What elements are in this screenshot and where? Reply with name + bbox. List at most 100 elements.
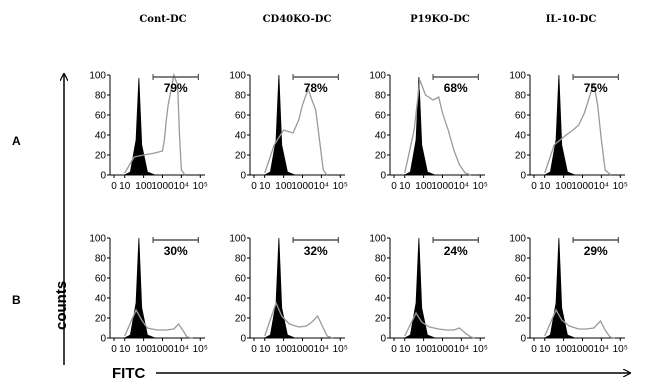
column-title: P19KO-DC [410,14,470,25]
x-tick-label: 10⁴ [594,344,609,355]
y-tick-label: 40 [375,131,387,142]
x-tick-label: 10 [399,181,411,192]
y-tick-label: 100 [509,71,526,82]
y-tick-label: 20 [235,314,247,325]
y-tick-label: 40 [515,131,527,142]
y-tick-label: 0 [520,334,526,345]
x-tick-label: 10⁵ [473,181,488,192]
x-tick-label: 10 [539,181,551,192]
control-histogram [404,237,436,339]
control-histogram [124,237,156,339]
x-tick-label: 1000 [151,181,174,192]
y-tick-label: 40 [95,131,107,142]
x-tick-label: 100 [415,344,432,355]
x-tick-label: 10⁴ [594,181,609,192]
sample-histogram [124,308,193,339]
sample-histogram [264,301,333,339]
gate-percent-label: 75% [584,81,608,95]
y-tick-label: 60 [95,274,107,285]
x-tick-label: 1000 [291,181,314,192]
x-tick-label: 10⁵ [333,181,348,192]
y-tick-label: 0 [100,334,106,345]
y-tick-label: 100 [89,234,106,245]
sample-histogram [544,82,612,176]
row-label: A [12,134,21,148]
y-tick-label: 0 [380,334,386,345]
y-tick-label: 80 [515,91,527,102]
y-tick-label: 0 [520,171,526,182]
x-tick-label: 100 [135,344,152,355]
x-tick-label: 1000 [291,344,314,355]
y-tick-label: 80 [515,254,527,265]
gate-percent-label: 29% [584,244,608,258]
y-tick-label: 80 [235,91,247,102]
x-tick-label: 10⁴ [174,344,189,355]
x-tick-label: 10 [399,344,411,355]
y-tick-label: 40 [95,294,107,305]
y-tick-label: 0 [100,171,106,182]
gate-percent-label: 78% [304,81,328,95]
x-tick-label: 10 [119,344,131,355]
sample-histogram [404,311,475,339]
control-histogram [264,237,296,339]
control-histogram [404,76,436,176]
y-tick-label: 80 [375,254,387,265]
x-tick-label: 10⁵ [193,344,208,355]
column-title: Cont-DC [139,14,186,25]
y-tick-label: 80 [375,91,387,102]
y-tick-label: 40 [375,294,387,305]
x-tick-label: 0 [391,181,397,192]
y-tick-label: 20 [95,151,107,162]
x-tick-label: 1000 [571,181,594,192]
x-tick-label: 10⁵ [473,344,488,355]
column-title: IL-10-DC [546,14,597,25]
x-tick-label: 0 [111,181,117,192]
y-tick-label: 60 [235,274,247,285]
x-tick-label: 10⁴ [454,344,469,355]
x-tick-label: 10 [259,344,271,355]
y-tick-label: 100 [509,234,526,245]
y-tick-label: 100 [229,234,246,245]
y-tick-label: 100 [369,71,386,82]
y-tick-label: 40 [515,294,527,305]
x-tick-label: 10⁴ [314,181,329,192]
column-title: CD40KO-DC [263,14,332,25]
y-axis-title: counts [53,281,70,330]
y-tick-label: 20 [375,151,387,162]
x-tick-label: 0 [111,344,117,355]
gate-percent-label: 79% [164,81,188,95]
x-tick-label: 1000 [431,181,454,192]
sample-histogram [264,87,328,176]
x-tick-label: 10⁴ [314,344,329,355]
row-label: B [12,293,21,307]
x-tick-label: 100 [415,181,432,192]
control-histogram [544,74,576,176]
control-histogram [544,237,576,339]
y-tick-label: 80 [95,254,107,265]
x-tick-label: 1000 [151,344,174,355]
y-tick-label: 0 [240,171,246,182]
x-tick-label: 0 [391,344,397,355]
gate-percent-label: 32% [304,244,328,258]
sample-histogram [544,308,615,339]
y-tick-label: 20 [235,151,247,162]
x-tick-label: 10⁴ [174,181,189,192]
gate-percent-label: 68% [444,81,468,95]
x-tick-label: 100 [275,344,292,355]
x-tick-label: 0 [251,344,257,355]
sample-histogram [404,79,472,176]
y-tick-label: 0 [240,334,246,345]
x-tick-label: 1000 [571,344,594,355]
x-axis-title: FITC [112,365,145,382]
x-tick-label: 10 [119,181,131,192]
y-tick-label: 60 [375,111,387,122]
y-tick-label: 100 [369,234,386,245]
y-tick-label: 80 [235,254,247,265]
x-tick-label: 0 [531,344,537,355]
